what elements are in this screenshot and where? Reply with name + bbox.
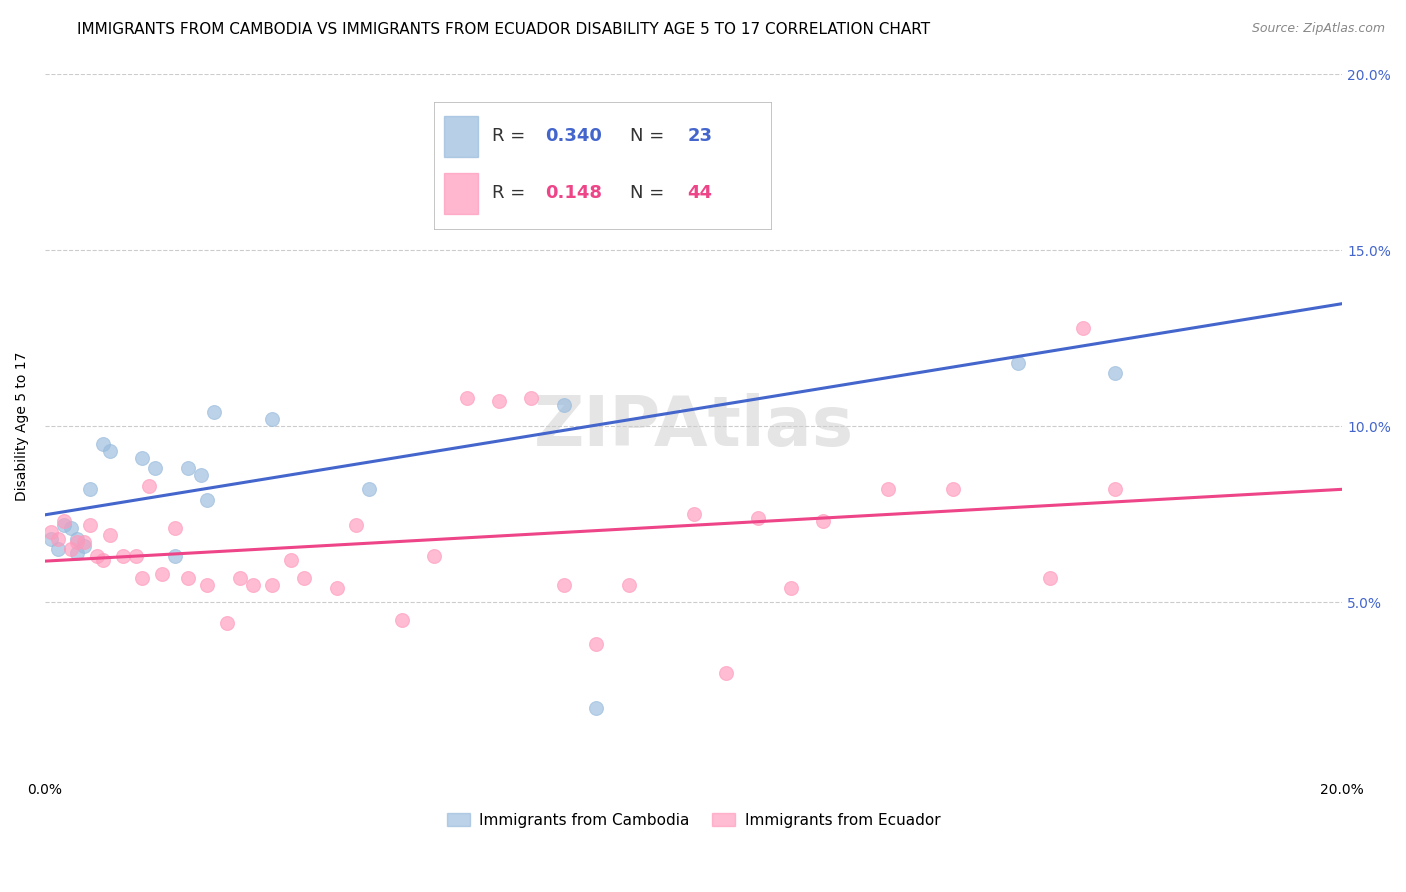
Point (73, 539, 96, 553)
Point (747, 510, 769, 524)
Point (125, 549, 148, 564)
Point (176, 461, 198, 475)
Point (228, 570, 250, 584)
Point (359, 483, 381, 497)
Text: ZIPAtlas: ZIPAtlas (533, 392, 853, 459)
Point (1039, 570, 1062, 584)
Point (195, 493, 218, 508)
Point (260, 577, 283, 591)
Point (585, 637, 607, 651)
Point (131, 450, 153, 465)
Point (93, 436, 115, 450)
Point (714, 665, 737, 680)
Point (73, 535, 96, 549)
Point (53, 514, 76, 528)
Point (59, 542, 82, 557)
Point (138, 479, 160, 493)
Point (66, 532, 89, 546)
Point (617, 577, 640, 591)
Point (747, 166, 769, 180)
Point (215, 616, 238, 631)
Point (111, 549, 134, 564)
Point (1071, 320, 1094, 334)
Point (780, 581, 803, 595)
Point (585, 701, 607, 715)
Point (93, 553, 115, 567)
Legend: Immigrants from Cambodia, Immigrants from Ecuador: Immigrants from Cambodia, Immigrants fro… (441, 806, 946, 834)
Point (260, 412, 283, 426)
Point (98, 443, 121, 458)
Point (79, 483, 101, 497)
Point (86, 549, 108, 564)
Point (1007, 356, 1029, 370)
Point (79, 517, 101, 532)
Point (423, 549, 446, 564)
Point (53, 517, 76, 532)
Point (280, 553, 302, 567)
Point (150, 567, 173, 582)
Point (326, 581, 349, 595)
Point (520, 391, 543, 405)
Point (176, 570, 198, 584)
Point (195, 577, 218, 591)
Point (41, 532, 63, 546)
Point (488, 394, 510, 409)
Point (242, 577, 264, 591)
Point (553, 577, 575, 591)
Point (456, 391, 478, 405)
Point (66, 546, 89, 560)
Point (1104, 367, 1126, 381)
Text: IMMIGRANTS FROM CAMBODIA VS IMMIGRANTS FROM ECUADOR DISABILITY AGE 5 TO 17 CORRE: IMMIGRANTS FROM CAMBODIA VS IMMIGRANTS F… (77, 22, 931, 37)
Point (553, 398, 575, 412)
Point (190, 468, 212, 483)
Point (131, 570, 153, 584)
Point (344, 517, 367, 532)
Point (1104, 483, 1126, 497)
Point (682, 507, 704, 521)
Text: Source: ZipAtlas.com: Source: ZipAtlas.com (1251, 22, 1385, 36)
Point (66, 535, 89, 549)
Point (202, 405, 225, 419)
Point (41, 524, 63, 539)
Point (391, 613, 413, 627)
Point (59, 521, 82, 535)
Y-axis label: Disability Age 5 to 17: Disability Age 5 to 17 (15, 351, 30, 500)
Point (98, 528, 121, 542)
Point (163, 521, 186, 535)
Point (143, 461, 166, 475)
Point (942, 483, 965, 497)
Point (46, 532, 69, 546)
Point (813, 514, 835, 528)
Point (163, 549, 186, 564)
Point (46, 542, 69, 557)
Point (877, 483, 900, 497)
Point (294, 570, 316, 584)
